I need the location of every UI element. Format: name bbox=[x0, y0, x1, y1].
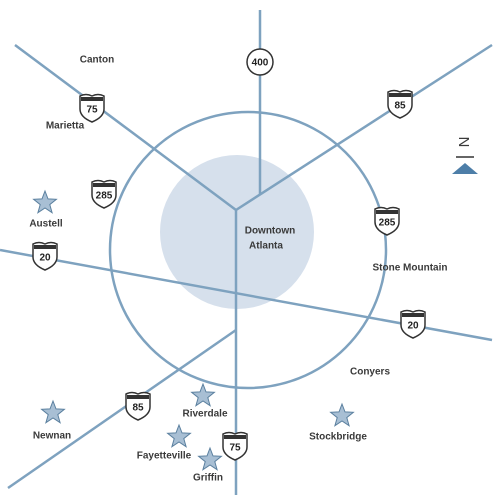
city-star bbox=[190, 382, 216, 407]
place-label: Marietta bbox=[46, 121, 85, 132]
downtown-label: Downtown bbox=[245, 226, 296, 237]
highway-label: 285 bbox=[379, 218, 396, 229]
highway-shield: 85 bbox=[125, 391, 151, 421]
place-label: Newnan bbox=[33, 431, 71, 442]
highway-shield: 285 bbox=[91, 179, 117, 209]
shield-band bbox=[389, 93, 411, 97]
north-triangle bbox=[452, 163, 478, 174]
city-star bbox=[40, 399, 66, 424]
highway-shield: 20 bbox=[32, 241, 58, 271]
shield-body bbox=[79, 93, 105, 123]
shield-band bbox=[81, 97, 103, 101]
highway-shield: 285 bbox=[374, 206, 400, 236]
highway-label: 85 bbox=[132, 403, 144, 414]
shield-band bbox=[224, 435, 246, 439]
i85-north bbox=[235, 43, 493, 212]
i85-south bbox=[7, 328, 237, 490]
north-label: N bbox=[456, 137, 473, 148]
shield-band bbox=[376, 210, 398, 214]
highway-label: 285 bbox=[96, 191, 113, 202]
place-label: Austell bbox=[29, 219, 63, 230]
shield-band bbox=[93, 183, 115, 187]
highway-label: 75 bbox=[229, 443, 241, 454]
shield-body bbox=[125, 391, 151, 421]
highway-shield: 75 bbox=[222, 431, 248, 461]
shield-band bbox=[127, 395, 149, 399]
i285-ring bbox=[108, 110, 388, 390]
downtown-label: Atlanta bbox=[249, 241, 283, 252]
shield-body bbox=[222, 431, 248, 461]
place-label: Conyers bbox=[350, 367, 390, 378]
highway-label: 85 bbox=[394, 101, 406, 112]
highway-label: 400 bbox=[252, 58, 269, 69]
place-label: Stone Mountain bbox=[373, 263, 448, 274]
shield-band bbox=[34, 245, 56, 249]
highway-shield: 400 bbox=[246, 48, 274, 76]
north-arrow: N bbox=[452, 137, 478, 174]
place-label: Griffin bbox=[193, 473, 223, 484]
highway-label: 20 bbox=[407, 321, 419, 332]
shield-body bbox=[91, 179, 117, 209]
highway-shield: 20 bbox=[400, 309, 426, 339]
city-star bbox=[197, 446, 223, 471]
place-label: Canton bbox=[80, 55, 114, 66]
city-star bbox=[32, 189, 58, 214]
highway-shield: 75 bbox=[79, 93, 105, 123]
city-star bbox=[166, 423, 192, 448]
shield-body bbox=[374, 206, 400, 236]
highway-shield: 85 bbox=[387, 89, 413, 119]
city-star bbox=[329, 402, 355, 427]
shield-body bbox=[32, 241, 58, 271]
highway-label: 20 bbox=[39, 253, 51, 264]
place-label: Riverdale bbox=[182, 409, 227, 420]
shield-band bbox=[402, 313, 424, 317]
shield-body bbox=[387, 89, 413, 119]
shield-body bbox=[400, 309, 426, 339]
state-route-shield bbox=[246, 48, 274, 76]
place-label: Stockbridge bbox=[309, 432, 367, 443]
place-label: Fayetteville bbox=[137, 451, 192, 462]
highway-label: 75 bbox=[86, 105, 98, 116]
